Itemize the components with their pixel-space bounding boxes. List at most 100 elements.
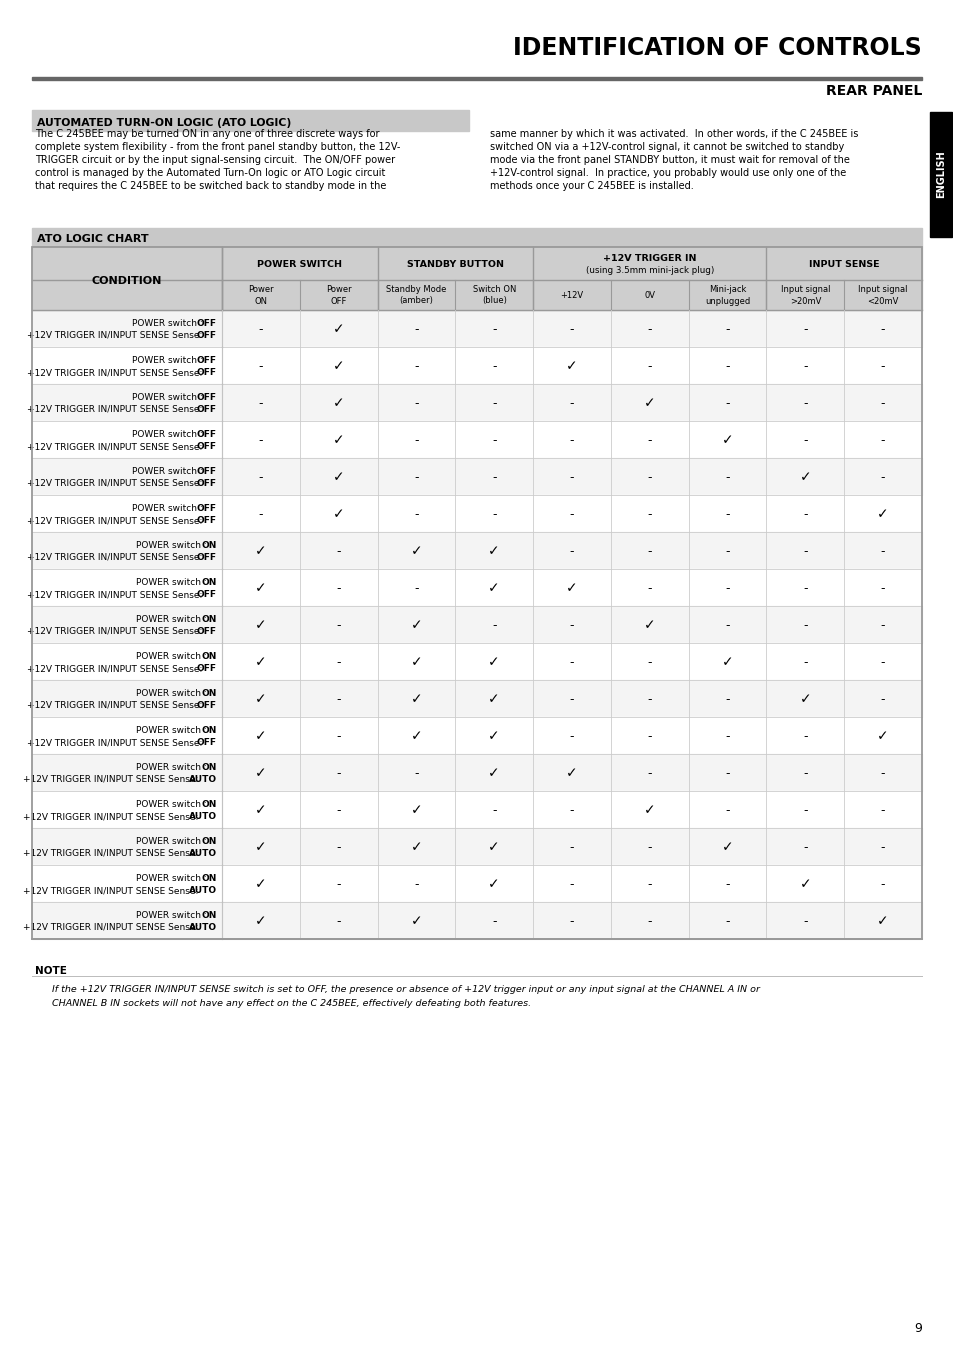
Text: -: - (414, 767, 418, 780)
Text: ON: ON (201, 873, 216, 883)
Text: -: - (569, 471, 574, 485)
Text: Input signal: Input signal (858, 285, 907, 294)
Text: -: - (802, 767, 807, 780)
Text: ✓: ✓ (254, 841, 267, 855)
Text: (amber): (amber) (399, 297, 433, 305)
Text: +12V: +12V (559, 292, 583, 301)
Text: -: - (569, 508, 574, 521)
Text: -: - (724, 620, 729, 632)
Text: ✓: ✓ (721, 656, 733, 670)
Text: that requires the C 245BEE to be switched back to standby mode in the: that requires the C 245BEE to be switche… (35, 181, 386, 190)
Text: ✓: ✓ (333, 359, 344, 374)
Text: ✓: ✓ (643, 803, 655, 818)
Text: -: - (802, 582, 807, 595)
Text: OFF: OFF (196, 369, 216, 377)
Text: -: - (336, 805, 340, 817)
Text: ✓: ✓ (721, 841, 733, 855)
Text: OFF: OFF (196, 701, 216, 710)
Text: IDENTIFICATION OF CONTROLS: IDENTIFICATION OF CONTROLS (513, 36, 921, 59)
Bar (32, 717, 921, 755)
Bar (32, 247, 921, 940)
Text: Standby Mode: Standby Mode (386, 285, 446, 294)
Text: -: - (802, 915, 807, 927)
Text: ✓: ✓ (333, 471, 344, 485)
Text: -: - (414, 878, 418, 891)
Text: ✓: ✓ (488, 656, 499, 670)
Bar (32, 606, 921, 643)
Text: AUTO: AUTO (189, 923, 216, 932)
Bar (32, 458, 921, 495)
Text: -: - (569, 545, 574, 558)
Text: ENGLISH: ENGLISH (935, 151, 945, 198)
Text: -: - (258, 471, 263, 485)
Text: -: - (724, 915, 729, 927)
Text: ON: ON (201, 652, 216, 662)
Text: ✓: ✓ (410, 544, 422, 559)
Text: +12V TRIGGER IN/INPUT SENSE Sense:: +12V TRIGGER IN/INPUT SENSE Sense: (23, 886, 201, 895)
Text: -: - (569, 433, 574, 447)
Text: POWER switch :: POWER switch : (135, 873, 209, 883)
Text: -: - (724, 582, 729, 595)
Text: ON: ON (201, 726, 216, 734)
Text: +12V TRIGGER IN/INPUT SENSE Sense:: +12V TRIGGER IN/INPUT SENSE Sense: (27, 590, 205, 599)
Text: -: - (414, 471, 418, 485)
Text: -: - (336, 841, 340, 855)
Text: ✓: ✓ (721, 433, 733, 447)
Bar (32, 791, 921, 828)
Text: ON: ON (201, 541, 216, 549)
Bar (32, 310, 921, 347)
Text: NOTE: NOTE (35, 967, 67, 976)
Text: +12V TRIGGER IN/INPUT SENSE Sense:: +12V TRIGGER IN/INPUT SENSE Sense: (23, 923, 201, 932)
Bar (32, 247, 921, 279)
Text: -: - (880, 360, 884, 373)
Text: <20mV: <20mV (866, 297, 898, 305)
Text: ✓: ✓ (488, 729, 499, 744)
Text: -: - (569, 841, 574, 855)
Text: POWER switch :: POWER switch : (135, 726, 209, 734)
Text: -: - (802, 841, 807, 855)
Text: OFF: OFF (196, 479, 216, 487)
Text: +12V TRIGGER IN/INPUT SENSE Sense:: +12V TRIGGER IN/INPUT SENSE Sense: (27, 369, 205, 377)
Text: -: - (569, 878, 574, 891)
Text: ON: ON (201, 911, 216, 919)
Text: ✓: ✓ (410, 803, 422, 818)
Text: methods once your C 245BEE is installed.: methods once your C 245BEE is installed. (490, 181, 693, 190)
Text: -: - (880, 582, 884, 595)
Text: OFF: OFF (196, 738, 216, 747)
Text: -: - (258, 397, 263, 410)
Text: OFF: OFF (196, 554, 216, 562)
Text: -: - (724, 545, 729, 558)
Text: OFF: OFF (196, 356, 216, 365)
Text: -: - (647, 841, 651, 855)
Text: CONDITION: CONDITION (91, 275, 162, 285)
Text: ON: ON (201, 688, 216, 698)
Text: -: - (569, 397, 574, 410)
Text: OFF: OFF (196, 516, 216, 525)
Text: -: - (802, 620, 807, 632)
Text: -: - (647, 693, 651, 706)
Text: -: - (647, 323, 651, 336)
Text: ✓: ✓ (877, 508, 888, 521)
Text: -: - (569, 915, 574, 927)
Text: +12V TRIGGER IN/INPUT SENSE Sense:: +12V TRIGGER IN/INPUT SENSE Sense: (27, 738, 205, 747)
Text: ✓: ✓ (410, 914, 422, 929)
Text: -: - (724, 508, 729, 521)
Text: (blue): (blue) (481, 297, 506, 305)
Text: +12V TRIGGER IN/INPUT SENSE Sense:: +12V TRIGGER IN/INPUT SENSE Sense: (27, 701, 205, 710)
Text: INPUT SENSE: INPUT SENSE (808, 261, 879, 269)
Text: POWER switch :: POWER switch : (135, 763, 209, 772)
Text: POWER switch :: POWER switch : (132, 504, 205, 513)
Text: ✓: ✓ (877, 914, 888, 929)
Text: -: - (414, 323, 418, 336)
Text: OFF: OFF (196, 626, 216, 636)
Text: 9: 9 (913, 1322, 921, 1335)
Bar (32, 347, 921, 383)
Text: -: - (647, 360, 651, 373)
Text: -: - (492, 508, 496, 521)
Text: ON: ON (254, 297, 267, 305)
Text: -: - (569, 730, 574, 742)
Bar (32, 568, 921, 606)
Text: +12V TRIGGER IN/INPUT SENSE Sense:: +12V TRIGGER IN/INPUT SENSE Sense: (23, 811, 201, 821)
Text: ✓: ✓ (254, 914, 267, 929)
Text: -: - (880, 805, 884, 817)
